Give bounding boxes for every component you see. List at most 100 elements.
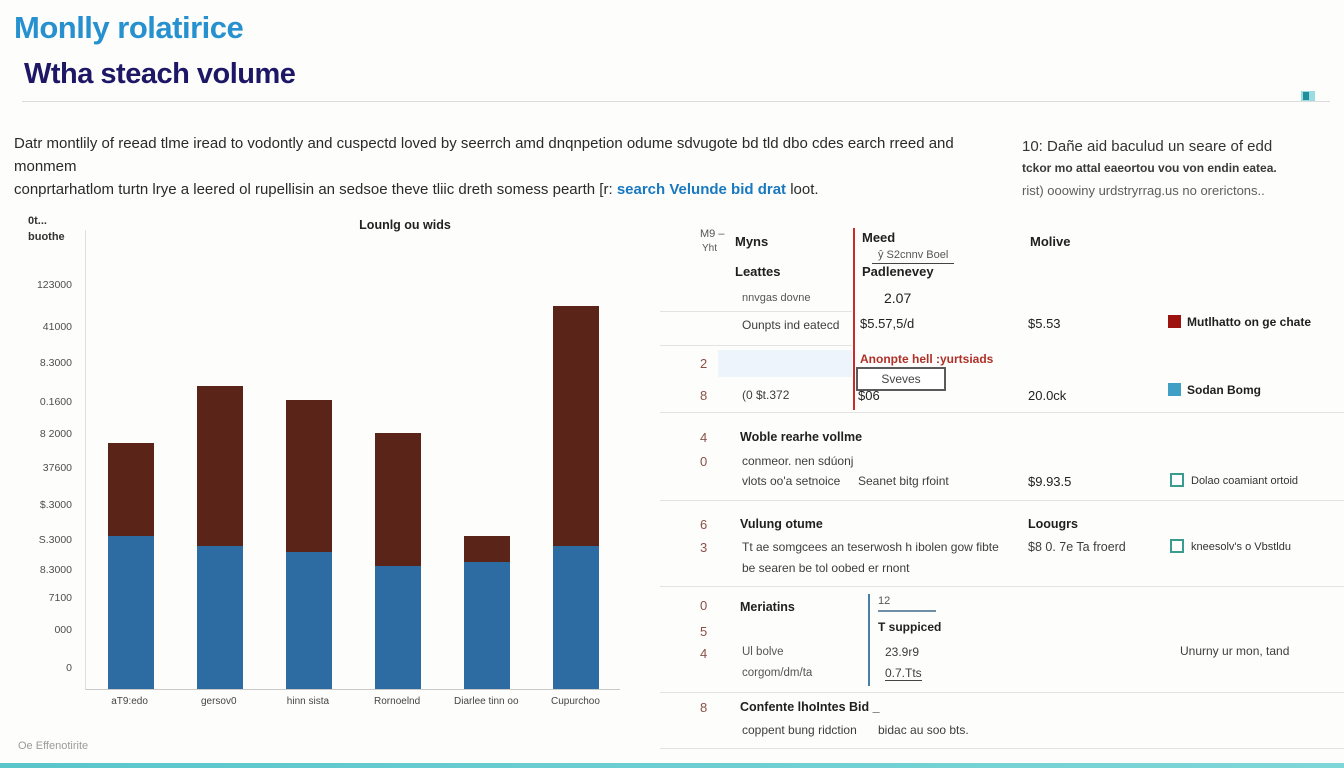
panel-corner-bottom: Yht	[702, 243, 718, 254]
y-tick-label: 8.3000	[39, 357, 72, 369]
separator	[660, 748, 1344, 749]
intro-line1: Datr montlily of reead tlme iread to vod…	[14, 135, 954, 175]
row-ulbolve-label: Ul bolve	[742, 646, 784, 658]
bar-slot	[442, 230, 531, 689]
checkbox-row-kneesolv: kneesolv's o Vbstldu	[1170, 539, 1291, 558]
sveves-value-box[interactable]: Sveves	[856, 367, 946, 391]
y-tick-label: 0	[66, 662, 72, 674]
y-tick-label: 8 2000	[39, 428, 72, 440]
column-header-molive: Molive	[1030, 234, 1071, 249]
stacked-bar	[374, 433, 421, 689]
bar-slot	[353, 230, 442, 689]
bar-segment	[285, 399, 332, 553]
row-ounpts-label: Ounpts ind eatecd	[742, 318, 840, 332]
bar-slot	[264, 230, 353, 689]
intro-line2-suffix: loot.	[786, 181, 819, 198]
bar-segment	[107, 443, 154, 537]
separator	[660, 692, 1344, 693]
row-number-8: 8	[700, 388, 708, 403]
value-557: $5.57,5/d	[860, 316, 915, 331]
red-legend-swatch	[1168, 315, 1181, 328]
stacked-bar	[552, 306, 599, 689]
y-axis-title: 0t... buothe	[28, 215, 65, 243]
row-ttae-label: Tt ae somgcees an teserwosh h ibolen gow…	[742, 540, 999, 554]
column-subheader: ŷ S2cnnv Boel	[872, 249, 955, 264]
note-line3: rist) ooowiny urdstryrrag.us no orericto…	[1022, 183, 1265, 198]
bar-segment	[463, 536, 510, 563]
row-number-5: 5	[700, 624, 708, 639]
note-line2: tckor mo attal eaeortou vou von endin ea…	[1022, 161, 1277, 175]
teal-chip-icon[interactable]	[1301, 91, 1315, 101]
row-number-4b: 4	[700, 646, 708, 661]
y-tick-label: 123000	[36, 279, 72, 291]
value-807: $8 0. 7e Ta froerd	[1028, 540, 1126, 554]
bottom-accent-bar	[0, 763, 1344, 768]
page-subtitle: Wtha steach volume	[24, 58, 296, 90]
kneesolv-checkbox[interactable]	[1170, 539, 1184, 553]
stacked-bar-chart: 0t... buothe Lounlg ou wids 123000 41000 8…	[0, 210, 660, 715]
dolao-checkbox-label: Dolao coamiant ortoid	[1191, 475, 1299, 487]
x-axis-category-label: Cupurchoo	[550, 696, 600, 707]
row-highlight	[718, 350, 852, 377]
row-number-2: 2	[700, 356, 708, 371]
dolao-checkbox[interactable]	[1170, 473, 1184, 487]
value-9935: $9.93.5	[1028, 474, 1072, 489]
row-loougrs-label: Loougrs	[1028, 517, 1078, 531]
value-unurny: Unurny ur mon, tand	[1180, 644, 1290, 658]
stacked-bar	[463, 536, 510, 689]
footer-note: Oe Effenotirite	[18, 740, 89, 752]
bar-segment	[196, 546, 243, 689]
red-legend-label: Mutlhatto on ge chate	[1187, 315, 1311, 329]
row-nnvgas-label: nnvgas dovne	[742, 292, 811, 304]
y-tick-label: $.3000	[39, 499, 72, 511]
y-tick-label: 7100	[48, 592, 72, 604]
blue-legend-swatch	[1168, 383, 1181, 396]
row-bidac-label: bidac au soo bts.	[878, 723, 969, 737]
plot-area	[85, 230, 620, 690]
search-volume-link[interactable]: search Velunde bid drat	[616, 181, 787, 198]
bar-slot	[175, 230, 264, 689]
stacked-bar	[285, 399, 332, 689]
bar-segment	[552, 546, 599, 689]
column-header-meed: Meed	[862, 230, 896, 245]
blue-divider-line	[868, 594, 870, 686]
row-seanet-label: Seanet bitg rfoint	[858, 474, 949, 488]
bar-segment	[463, 562, 510, 689]
separator	[660, 586, 1344, 587]
bar-segment	[285, 552, 332, 689]
side-note: 10: Dañe aid baculud un seare of edd tck…	[1022, 138, 1332, 198]
separator	[660, 311, 852, 312]
separator	[660, 345, 852, 346]
row-leattes-label: Leattes	[735, 264, 781, 279]
value-207: 2.07	[884, 290, 912, 306]
row-coppent-label: coppent bung ridction	[742, 723, 857, 737]
row-woble-label: Woble rearhe vollme	[740, 430, 863, 444]
x-axis-category-label: gersov0	[200, 696, 237, 707]
value-06: $06	[858, 388, 880, 403]
y-tick-label: 41000	[42, 321, 72, 333]
panel-corner-top: M9 –	[700, 228, 725, 240]
alert-text: Anonpte hell :yurtsiads	[860, 352, 994, 366]
row-number-6: 6	[700, 517, 708, 532]
row-besearen-label: be searen be tol oobed er rnont	[742, 561, 910, 575]
x-axis-category-label: Rornoelnd	[374, 696, 421, 707]
row-number-0: 0	[700, 454, 708, 469]
row-padlenevey-label: Padlenevey	[862, 264, 934, 279]
column-header-myns: Myns	[735, 234, 769, 249]
header-divider	[22, 101, 1330, 102]
y-tick-label: 0.1600	[39, 396, 72, 408]
intro-paragraph: Datr montlily of reead tlme iread to vod…	[14, 132, 1014, 201]
y-tick-label: 000	[54, 624, 72, 636]
row-vlots-label: vlots oo'a setnoice	[742, 474, 841, 488]
x-axis-category-label: aT9:edo	[111, 696, 148, 707]
bar-slot	[86, 230, 175, 689]
legend-item-blue: Sodan Bomg	[1168, 383, 1261, 401]
bar-segment	[107, 536, 154, 689]
row-conmeor-label: conmeor. nen sdúonj	[742, 454, 854, 468]
kneesolv-checkbox-label: kneesolv's o Vbstldu	[1191, 541, 1291, 553]
red-divider-line	[853, 228, 855, 410]
value-2399: 23.9r9	[885, 645, 920, 659]
value-200: 20.0ck	[1028, 388, 1067, 403]
intro-line2: conprtarhatlom turtn lrye a leered ol ru…	[14, 178, 1014, 201]
row-number-8b: 8	[700, 700, 708, 715]
